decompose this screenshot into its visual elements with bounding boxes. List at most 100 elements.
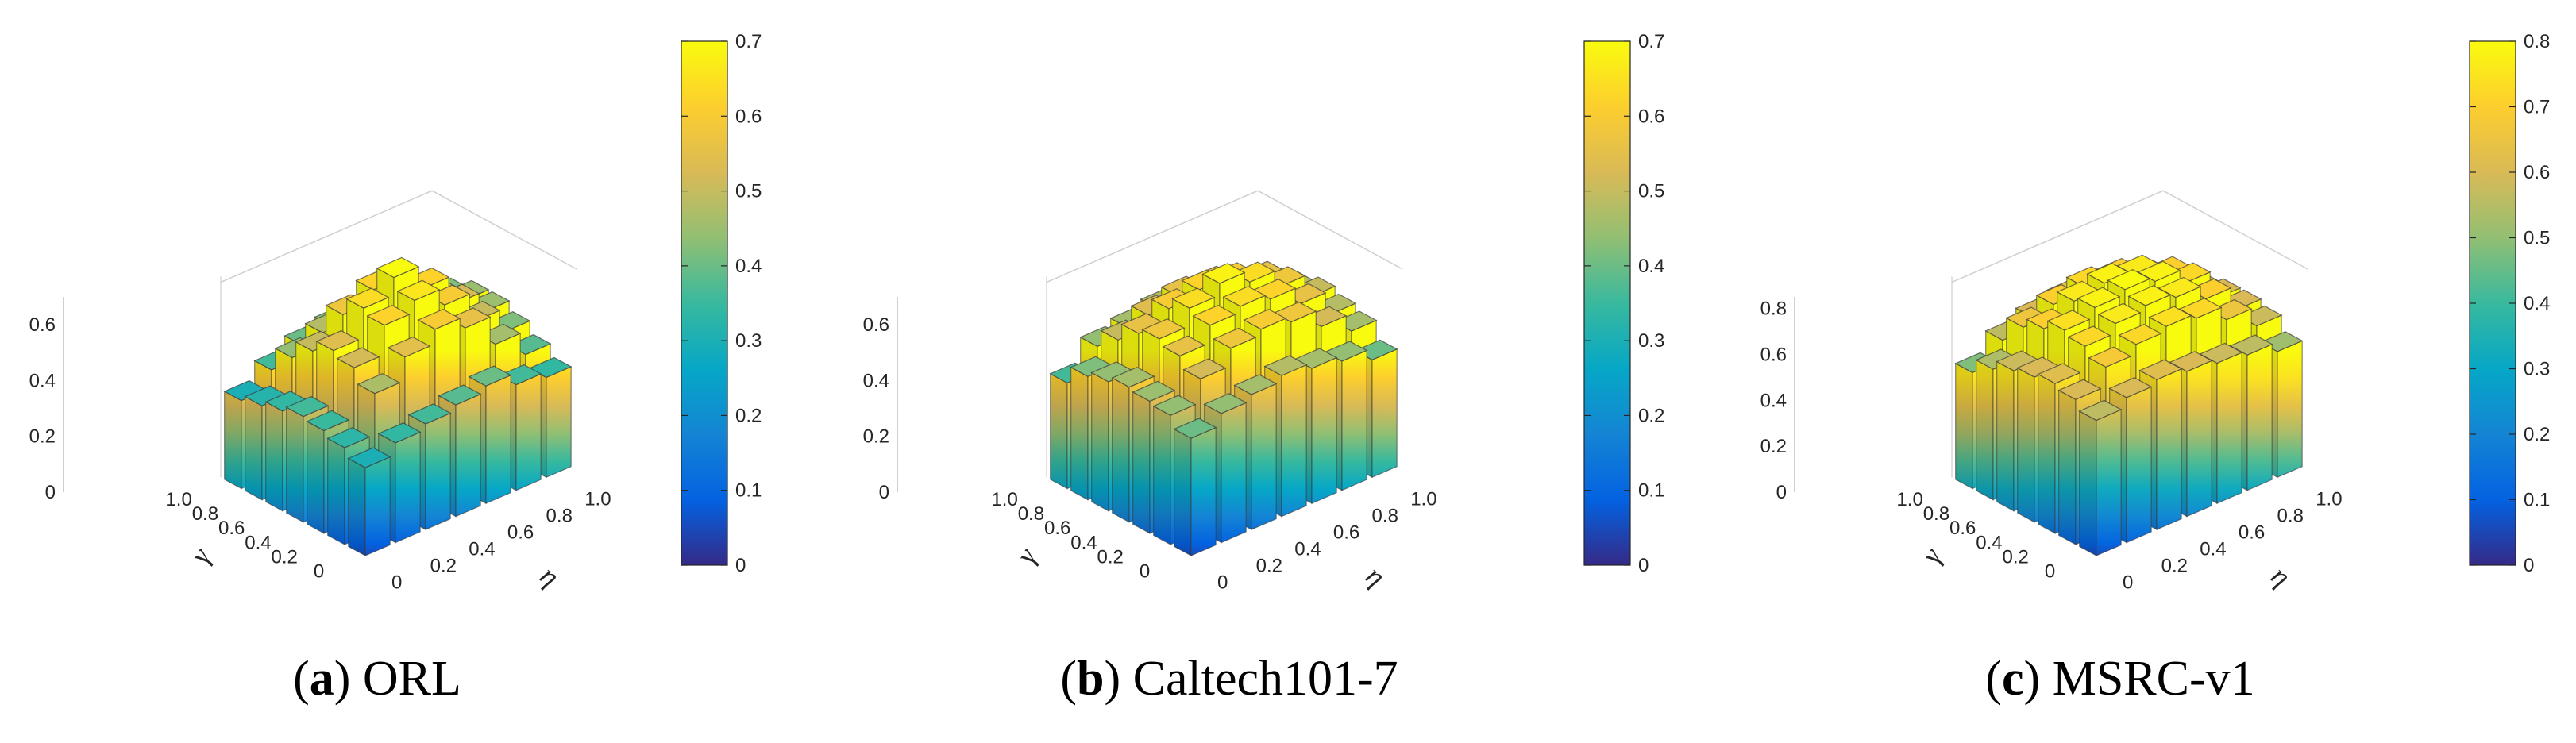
bar [1173, 418, 1217, 557]
z-tick: 0.8 [1760, 298, 1787, 320]
colorbar-tick: 0.7 [1638, 31, 1664, 52]
eta-tick: 0.2 [430, 556, 457, 577]
z-tick: 0.2 [1760, 436, 1787, 457]
eta-tick: 1.0 [1410, 488, 1436, 510]
z-tick: 0.4 [29, 370, 56, 391]
gamma-tick: 0.4 [1976, 532, 2002, 553]
eta-tick: 0.6 [507, 522, 534, 543]
colorbar-tick: 0.3 [735, 330, 762, 352]
axis-ticks: 00.20.40.60.81.000.20.40.60.81.000.20.40… [29, 314, 611, 593]
gamma-tick: 0.6 [1044, 518, 1070, 539]
colorbar-tick: 0.1 [2524, 490, 2550, 511]
colorbar-tick: 0 [735, 555, 746, 576]
eta-tick: 0 [391, 572, 402, 594]
z-tick: 0.2 [863, 426, 889, 448]
z-tick: 0 [1776, 482, 1787, 503]
back-grid [1794, 190, 2308, 492]
colorbar: 0 0.1 0.2 0.3 0.4 0.5 0.6 0.7 [1583, 31, 1664, 576]
gamma-tick: 0.6 [1949, 518, 1976, 539]
colorbar-tick: 0.8 [2524, 31, 2550, 52]
colorbar-tick: 0.6 [735, 106, 762, 127]
z-tick: 0.6 [29, 314, 56, 336]
colorbar-tick: 0.3 [1638, 330, 1664, 352]
gamma-tick: 0.2 [1097, 546, 1124, 568]
gamma-tick: 0.2 [2003, 546, 2029, 568]
colorbar-tick: 0.3 [2524, 359, 2550, 380]
colorbar-tick: 0.6 [1638, 106, 1664, 127]
z-tick: 0.6 [863, 314, 889, 336]
colorbar-tick: 0.5 [1638, 181, 1664, 202]
gamma-axis-label: γ [1009, 542, 1043, 568]
colorbar-tick: 0 [1638, 555, 1649, 576]
colorbar-tick: 0.1 [1638, 480, 1664, 502]
colorbar-tick: 0.5 [2524, 228, 2550, 249]
eta-tick: 0.2 [2161, 556, 2188, 577]
bar [347, 447, 391, 557]
panel-orl: 00.20.40.60.81.000.20.40.60.81.000.20.40… [29, 31, 762, 594]
gamma-tick: 1.0 [165, 489, 191, 510]
caption-b: (b) Caltech101-7 [1060, 652, 1398, 706]
gamma-tick: 0 [1140, 560, 1150, 582]
gamma-tick: 0.6 [218, 518, 245, 539]
eta-tick: 0.6 [1333, 522, 1359, 543]
colorbar-tick: 0.1 [735, 480, 762, 502]
panel-caltech101-7: 00.20.40.60.81.000.20.40.60.81.000.20.40… [863, 31, 1665, 594]
colorbar-tick: 0.4 [1638, 256, 1664, 277]
z-tick: 0 [45, 482, 56, 503]
colorbar-tick: 0.4 [735, 256, 762, 277]
gamma-tick: 1.0 [1896, 489, 1922, 510]
gamma-tick: 0.2 [272, 546, 298, 568]
gamma-tick: 0.8 [192, 503, 218, 525]
eta-tick: 0 [2123, 572, 2133, 594]
z-tick: 0.4 [863, 370, 889, 391]
bars [223, 256, 573, 557]
bars [1954, 254, 2304, 557]
eta-tick: 0.8 [546, 505, 573, 526]
eta-tick: 0.8 [2277, 505, 2304, 526]
z-tick: 0.4 [1760, 390, 1787, 411]
gamma-tick: 1.0 [991, 489, 1017, 510]
caption-a: (a) ORL [293, 652, 461, 706]
gamma-tick: 0 [314, 560, 324, 582]
z-tick: 0.2 [29, 426, 56, 448]
caption-c: (c) MSRC-v1 [1985, 652, 2254, 706]
eta-axis-label: η [2266, 560, 2296, 593]
panel-msrc-v1: 00.20.40.60.81.000.20.40.60.81.000.20.40… [1760, 31, 2551, 594]
colorbar-tick: 0.7 [2524, 97, 2550, 118]
colorbar: 0 0.1 0.2 0.3 0.4 0.5 0.6 0.7 0.8 [2469, 31, 2550, 576]
eta-tick: 1.0 [2316, 488, 2342, 510]
eta-tick: 1.0 [584, 488, 611, 510]
back-grid [897, 190, 1403, 492]
colorbar-tick: 0 [2524, 555, 2534, 576]
eta-axis-label: η [1360, 560, 1391, 593]
bars [1049, 260, 1398, 557]
z-tick: 0 [879, 482, 889, 503]
eta-tick: 0.4 [2200, 538, 2226, 560]
eta-tick: 0 [1217, 572, 1228, 594]
colorbar: 0 0.1 0.2 0.3 0.4 0.5 0.6 0.7 [681, 31, 762, 576]
gamma-tick: 0.4 [1070, 532, 1097, 553]
eta-tick: 0.4 [469, 538, 495, 560]
eta-tick: 0.6 [2239, 522, 2265, 543]
gamma-tick: 0 [2045, 560, 2055, 582]
eta-tick: 0.2 [1256, 556, 1282, 577]
eta-tick: 0.4 [1294, 538, 1321, 560]
colorbar-tick: 0.5 [735, 181, 762, 202]
eta-tick: 0.8 [1372, 505, 1398, 526]
gamma-tick: 0.4 [245, 532, 271, 553]
colorbar-tick: 0.2 [2524, 424, 2550, 445]
bar [2078, 399, 2123, 557]
back-grid [63, 190, 577, 492]
gamma-tick: 0.8 [1923, 503, 1949, 525]
z-tick: 0.6 [1760, 344, 1787, 365]
gamma-axis-label: γ [1915, 542, 1948, 568]
colorbar-tick: 0.2 [735, 405, 762, 426]
gamma-axis-label: γ [183, 542, 217, 568]
gamma-tick: 0.8 [1018, 503, 1044, 525]
eta-axis-label: η [534, 560, 565, 593]
colorbar-tick: 0.7 [735, 31, 762, 52]
colorbar-tick: 0.4 [2524, 293, 2550, 314]
axis-ticks: 00.20.40.60.81.000.20.40.60.81.000.20.40… [1760, 298, 2343, 594]
colorbar-tick: 0.2 [1638, 405, 1664, 426]
